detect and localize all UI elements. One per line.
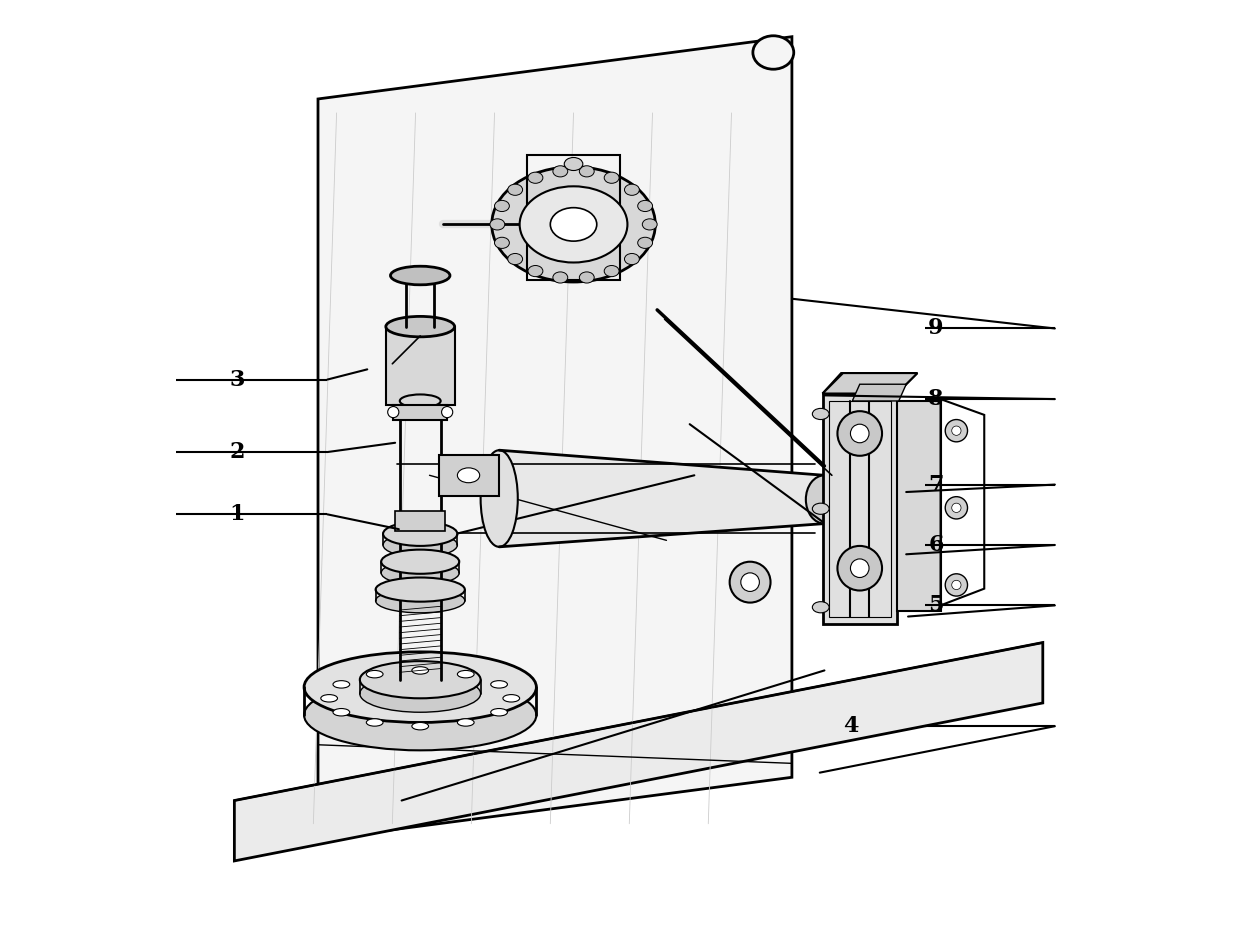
Text: 4: 4 bbox=[843, 715, 858, 737]
Ellipse shape bbox=[388, 406, 399, 418]
Text: 7: 7 bbox=[929, 473, 944, 496]
Ellipse shape bbox=[520, 186, 627, 263]
Ellipse shape bbox=[553, 272, 568, 283]
Ellipse shape bbox=[376, 589, 465, 613]
Ellipse shape bbox=[564, 158, 583, 171]
Ellipse shape bbox=[490, 219, 505, 230]
Ellipse shape bbox=[945, 419, 967, 442]
Ellipse shape bbox=[376, 578, 465, 602]
Ellipse shape bbox=[952, 503, 961, 513]
Ellipse shape bbox=[579, 166, 594, 177]
Ellipse shape bbox=[492, 167, 655, 282]
Ellipse shape bbox=[366, 670, 383, 678]
Ellipse shape bbox=[528, 266, 543, 277]
Ellipse shape bbox=[753, 35, 794, 69]
Text: 6: 6 bbox=[929, 534, 944, 556]
Ellipse shape bbox=[381, 550, 459, 574]
Ellipse shape bbox=[412, 666, 429, 674]
Ellipse shape bbox=[507, 185, 522, 196]
Text: 2: 2 bbox=[229, 441, 246, 463]
Text: 5: 5 bbox=[929, 595, 944, 616]
Ellipse shape bbox=[952, 581, 961, 590]
Ellipse shape bbox=[837, 411, 882, 456]
Ellipse shape bbox=[837, 546, 882, 591]
Polygon shape bbox=[500, 450, 825, 547]
Ellipse shape bbox=[740, 573, 759, 592]
Ellipse shape bbox=[579, 272, 594, 283]
Polygon shape bbox=[822, 393, 897, 624]
Ellipse shape bbox=[321, 694, 337, 702]
Ellipse shape bbox=[491, 708, 507, 716]
Ellipse shape bbox=[458, 719, 474, 726]
Ellipse shape bbox=[553, 166, 568, 177]
Ellipse shape bbox=[507, 254, 522, 265]
Ellipse shape bbox=[360, 661, 481, 698]
Polygon shape bbox=[439, 455, 500, 496]
Ellipse shape bbox=[495, 238, 510, 249]
Ellipse shape bbox=[851, 424, 869, 443]
Ellipse shape bbox=[458, 468, 480, 483]
Polygon shape bbox=[386, 326, 455, 404]
Ellipse shape bbox=[642, 219, 657, 230]
Ellipse shape bbox=[729, 562, 770, 603]
Ellipse shape bbox=[391, 267, 450, 285]
Ellipse shape bbox=[952, 426, 961, 435]
Ellipse shape bbox=[812, 503, 830, 514]
Text: 8: 8 bbox=[929, 388, 944, 410]
Ellipse shape bbox=[383, 533, 458, 557]
Polygon shape bbox=[822, 373, 918, 393]
Ellipse shape bbox=[604, 172, 619, 184]
Ellipse shape bbox=[381, 561, 459, 585]
Ellipse shape bbox=[503, 694, 520, 702]
Ellipse shape bbox=[441, 406, 453, 418]
Ellipse shape bbox=[366, 719, 383, 726]
Polygon shape bbox=[393, 404, 448, 419]
Text: 1: 1 bbox=[229, 503, 246, 526]
Ellipse shape bbox=[812, 408, 830, 419]
Ellipse shape bbox=[360, 675, 481, 712]
Ellipse shape bbox=[399, 394, 440, 407]
Ellipse shape bbox=[386, 316, 455, 336]
Polygon shape bbox=[396, 511, 445, 531]
Ellipse shape bbox=[637, 200, 652, 212]
Ellipse shape bbox=[304, 679, 537, 750]
Text: 3: 3 bbox=[229, 368, 244, 391]
Ellipse shape bbox=[334, 680, 350, 688]
Ellipse shape bbox=[334, 708, 350, 716]
Polygon shape bbox=[897, 401, 941, 611]
Ellipse shape bbox=[945, 497, 967, 519]
Ellipse shape bbox=[481, 450, 518, 547]
Ellipse shape bbox=[637, 238, 652, 249]
Ellipse shape bbox=[304, 651, 537, 722]
Polygon shape bbox=[852, 384, 906, 401]
Ellipse shape bbox=[812, 602, 830, 613]
Ellipse shape bbox=[491, 680, 507, 688]
Text: 9: 9 bbox=[929, 318, 944, 339]
Ellipse shape bbox=[551, 208, 596, 241]
Ellipse shape bbox=[604, 266, 619, 277]
Ellipse shape bbox=[528, 172, 543, 184]
Ellipse shape bbox=[806, 475, 843, 524]
Polygon shape bbox=[822, 373, 918, 393]
Ellipse shape bbox=[851, 559, 869, 578]
Polygon shape bbox=[317, 36, 792, 840]
Ellipse shape bbox=[458, 670, 474, 678]
Ellipse shape bbox=[625, 185, 640, 196]
Polygon shape bbox=[234, 642, 1043, 861]
Ellipse shape bbox=[495, 200, 510, 212]
Ellipse shape bbox=[945, 574, 967, 596]
Ellipse shape bbox=[383, 522, 458, 546]
Ellipse shape bbox=[625, 254, 640, 265]
Ellipse shape bbox=[412, 722, 429, 730]
